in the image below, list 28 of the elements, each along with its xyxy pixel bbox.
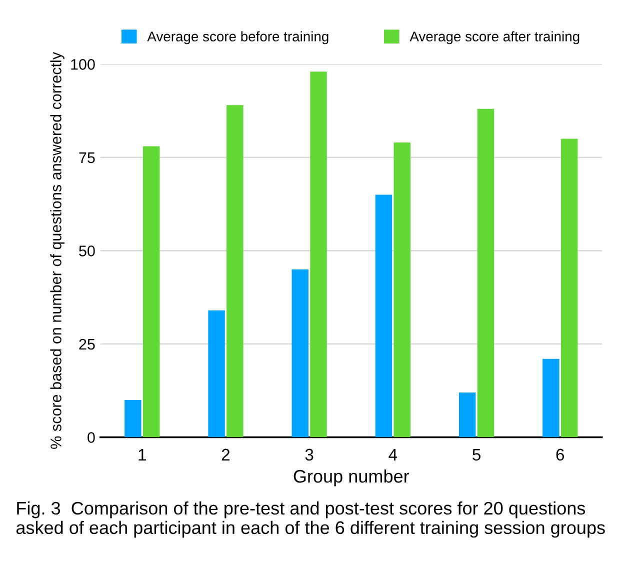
- x-tick-label: 1: [138, 448, 146, 460]
- bar: [458, 392, 476, 438]
- bar: [226, 105, 244, 438]
- y-tick-label: 25: [79, 338, 95, 350]
- y-axis-title: % score based on number of questions answered correctly: [50, 52, 64, 449]
- bar: [560, 138, 578, 438]
- legend-label: Average score before training: [147, 31, 328, 44]
- bar: [310, 72, 327, 438]
- y-tick-label: 0: [88, 432, 95, 443]
- bar: [124, 400, 142, 438]
- caption: Fig. 3 Comparison of the pre-test and post-test scores for 20 questions asked of each participant in each of the 6 different training session groups: [16, 501, 605, 538]
- bar: [375, 194, 392, 438]
- y-tick-label: 50: [79, 246, 95, 256]
- bar: [208, 310, 225, 438]
- x-tick-label: 2: [222, 448, 230, 460]
- x-axis-title: Group number: [294, 469, 410, 486]
- y-tick-label: 100: [71, 59, 95, 70]
- y-tick-label: 75: [79, 152, 95, 164]
- x-tick-label: 6: [556, 448, 564, 461]
- bar: [542, 358, 560, 438]
- bar: [292, 269, 308, 438]
- bar: [142, 146, 160, 438]
- legend-label: Average score after training: [410, 31, 580, 44]
- x-tick-label: 4: [388, 448, 398, 460]
- bar: [394, 142, 410, 438]
- bar: [477, 108, 494, 438]
- x-tick-label: 5: [472, 448, 480, 461]
- x-tick-label: 3: [305, 448, 314, 461]
